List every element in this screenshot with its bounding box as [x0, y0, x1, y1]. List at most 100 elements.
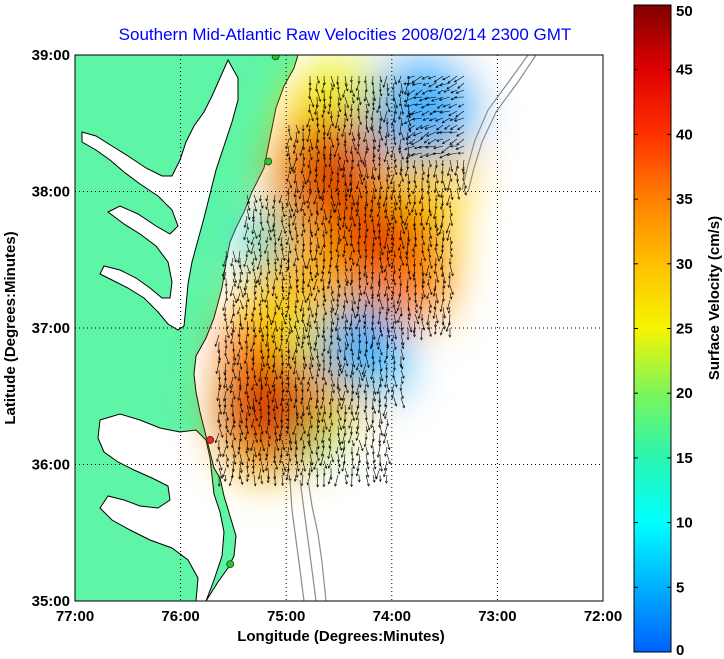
- velocity-arrow: [337, 152, 341, 160]
- velocity-arrow-head: [329, 178, 333, 182]
- velocity-arrow-head: [374, 189, 377, 193]
- velocity-arrow-head: [322, 473, 326, 477]
- velocity-arrow-head: [345, 333, 349, 337]
- velocity-arrow: [400, 250, 402, 259]
- velocity-arrow: [393, 103, 397, 114]
- velocity-arrow-head: [366, 175, 369, 180]
- velocity-arrow-head: [225, 255, 229, 259]
- velocity-arrow: [232, 446, 236, 458]
- velocity-arrow: [407, 131, 416, 139]
- velocity-arrow-head: [314, 405, 318, 410]
- velocity-arrow-head: [265, 457, 268, 461]
- velocity-arrow: [342, 166, 346, 178]
- velocity-arrow: [246, 292, 249, 302]
- velocity-arrow: [356, 467, 360, 476]
- velocity-arrow-head: [302, 201, 306, 206]
- velocity-arrow: [232, 355, 236, 366]
- velocity-arrow: [308, 215, 311, 223]
- velocity-arrow-head: [429, 292, 433, 296]
- velocity-arrow: [372, 425, 375, 433]
- velocity-arrow: [456, 180, 461, 191]
- velocity-arrow: [299, 187, 304, 199]
- velocity-arrow: [428, 327, 432, 337]
- velocity-arrow-head: [226, 417, 229, 421]
- velocity-arrow: [239, 341, 243, 350]
- velocity-arrow: [378, 404, 381, 413]
- velocity-arrow-head: [372, 479, 376, 483]
- velocity-arrow: [295, 432, 297, 444]
- velocity-arrow: [350, 82, 353, 93]
- velocity-arrow: [377, 145, 381, 152]
- velocity-arrow: [356, 208, 360, 217]
- velocity-arrow: [225, 411, 229, 421]
- velocity-arrow: [384, 376, 388, 388]
- velocity-arrow-head: [315, 211, 319, 214]
- velocity-arrow: [413, 257, 416, 267]
- velocity-arrow-head: [336, 337, 340, 341]
- velocity-arrow: [456, 173, 458, 182]
- velocity-arrow: [364, 320, 367, 329]
- velocity-arrow: [329, 257, 332, 268]
- velocity-arrow-head: [379, 368, 383, 372]
- velocity-arrow: [309, 236, 312, 245]
- velocity-arrow: [364, 313, 367, 324]
- velocity-arrow-head: [314, 112, 317, 116]
- velocity-arrow-head: [443, 280, 447, 284]
- velocity-arrow-head: [302, 336, 306, 340]
- velocity-arrow: [372, 236, 375, 246]
- velocity-arrow: [377, 446, 381, 458]
- velocity-arrow: [314, 103, 318, 115]
- velocity-arrow-head: [385, 317, 389, 321]
- velocity-arrow-head: [424, 126, 428, 130]
- velocity-arrow-head: [322, 125, 326, 129]
- velocity-arrow: [393, 96, 398, 109]
- velocity-arrow-head: [371, 368, 375, 372]
- velocity-arrow: [273, 355, 276, 368]
- velocity-arrow: [286, 173, 290, 182]
- velocity-arrow: [349, 124, 353, 136]
- velocity-arrow: [239, 362, 242, 370]
- velocity-arrow-head: [373, 146, 376, 150]
- velocity-arrow: [246, 390, 249, 399]
- velocity-arrow: [302, 208, 306, 216]
- velocity-arrow-head: [319, 252, 323, 256]
- velocity-arrow-head: [384, 142, 388, 146]
- velocity-arrow: [315, 215, 318, 225]
- velocity-arrow: [300, 397, 304, 405]
- velocity-arrow: [341, 460, 346, 472]
- velocity-arrow-head: [406, 142, 410, 146]
- velocity-arrow-head: [372, 177, 376, 181]
- velocity-arrow: [356, 425, 360, 434]
- velocity-arrow-head: [364, 151, 368, 155]
- velocity-arrow: [383, 194, 388, 207]
- velocity-arrow-head: [370, 344, 374, 348]
- velocity-arrow-head: [309, 346, 313, 350]
- velocity-arrow-head: [275, 466, 279, 470]
- velocity-arrow-head: [418, 98, 423, 102]
- velocity-arrow-head: [221, 273, 225, 277]
- velocity-arrow: [439, 96, 451, 101]
- velocity-arrow-head: [245, 353, 249, 357]
- x-tick-label: 75:00: [267, 608, 305, 625]
- velocity-arrow: [232, 264, 236, 276]
- velocity-arrow: [358, 355, 362, 368]
- velocity-arrow-head: [393, 254, 397, 258]
- velocity-arrow: [246, 194, 250, 204]
- velocity-arrow: [437, 89, 444, 94]
- velocity-arrow-head: [386, 298, 390, 302]
- velocity-arrow: [279, 369, 283, 379]
- velocity-arrow: [407, 313, 410, 320]
- velocity-arrow-head: [344, 268, 348, 272]
- velocity-arrow-head: [366, 466, 370, 470]
- velocity-arrow-head: [253, 483, 257, 487]
- velocity-arrow: [343, 453, 346, 465]
- velocity-arrow-head: [421, 76, 425, 80]
- velocity-arrow: [217, 390, 220, 401]
- velocity-arrow: [237, 250, 241, 263]
- velocity-arrow: [252, 397, 255, 410]
- velocity-arrow-head: [216, 398, 220, 402]
- velocity-arrow: [251, 236, 255, 245]
- velocity-arrow-head: [287, 382, 290, 386]
- velocity-arrow: [386, 166, 390, 178]
- velocity-arrow: [316, 208, 319, 216]
